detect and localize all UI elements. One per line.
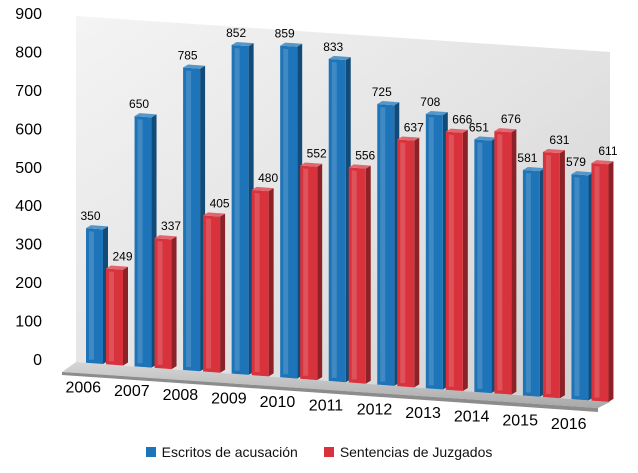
legend-label-escritos: Escritos de acusación [161,444,298,460]
y-tick-100: 100 [15,314,42,331]
x-tick-2013: 2013 [405,405,441,422]
data-label-sentencias-2010: 552 [307,147,327,161]
data-label-sentencias-2011: 556 [355,148,375,162]
bar-sentencias-2007 [154,235,177,370]
x-tick-2007: 2007 [114,383,150,400]
x-tick-2016: 2016 [551,416,587,433]
x-tick-2009: 2009 [211,390,247,407]
bar-escritos-2008 [183,64,206,372]
data-label-escritos-2010: 859 [275,27,295,41]
y-tick-600: 600 [15,121,42,138]
bar-sentencias-2016 [591,160,614,402]
data-label-escritos-2007: 650 [129,97,149,111]
data-label-sentencias-2007: 337 [161,219,181,233]
y-tick-900: 900 [15,6,42,23]
data-label-escritos-2008: 785 [178,49,198,63]
bar-sentencias-2015 [542,148,565,399]
bars-group [86,42,614,402]
data-label-sentencias-2009: 480 [258,171,278,185]
x-tick-2015: 2015 [502,412,538,429]
y-tick-800: 800 [15,44,42,61]
data-label-escritos-2011: 833 [323,40,343,54]
data-label-sentencias-2016: 611 [598,144,617,158]
y-tick-400: 400 [15,198,42,215]
data-label-sentencias-2013: 666 [452,113,472,127]
data-label-sentencias-2008: 405 [210,196,230,210]
bar-escritos-2010 [280,42,303,379]
y-tick-200: 200 [15,275,42,292]
bar-escritos-2006 [86,225,108,365]
data-label-sentencias-2015: 631 [549,133,569,147]
bar-sentencias-2011 [348,164,371,384]
bar-sentencias-2008 [203,212,226,373]
data-label-escritos-2014: 651 [469,120,489,134]
data-label-escritos-2016: 579 [566,155,586,169]
bar-escritos-2012 [377,101,400,386]
bar-escritos-2009 [231,42,254,375]
data-label-sentencias-2006: 249 [112,249,132,263]
chart-floor-edge [62,372,598,412]
y-tick-300: 300 [15,237,42,254]
x-tick-2010: 2010 [260,394,296,411]
bar-escritos-2014 [474,136,497,394]
bar-sentencias-2012 [397,136,420,388]
legend-label-sentencias: Sentencias de Juzgados [339,444,493,460]
y-tick-500: 500 [15,160,42,177]
data-label-escritos-2013: 708 [420,95,440,109]
data-labels: 350 249 650 337 785 405 852 480 859 552 833 556 725 6… [80,26,617,263]
legend-swatch-sentencias [323,447,334,457]
data-label-sentencias-2012: 637 [404,120,424,134]
legend-item-escritos: Escritos de acusación [145,444,298,460]
legend-swatch-escritos [145,447,156,457]
axis-ticks: 0 100 200 300 400 500 600 700 800 900 2006 2007 2008… [15,6,586,433]
chart-floor [62,362,610,408]
y-tick-700: 700 [15,83,42,100]
y-tick-0: 0 [33,352,42,369]
x-tick-2011: 2011 [309,398,344,415]
data-label-escritos-2006: 350 [80,209,100,223]
bar-sentencias-2010 [300,162,323,381]
x-tick-2014: 2014 [454,409,490,426]
bar-escritos-2011 [328,55,351,383]
bar-escritos-2016 [571,171,594,401]
data-label-escritos-2012: 725 [372,85,392,99]
legend-item-sentencias: Sentencias de Juzgados [323,444,493,460]
bar-sentencias-2006 [106,265,128,366]
data-label-escritos-2015: 581 [517,151,537,165]
bar-sentencias-2013 [445,128,468,391]
bar-escritos-2007 [134,113,157,368]
bar-escritos-2015 [522,166,545,397]
bar-sentencias-2014 [494,128,517,395]
x-tick-2008: 2008 [163,387,199,404]
data-label-escritos-2009: 852 [226,26,246,40]
legend: Escritos de acusación Sentencias de Juzg… [0,440,638,464]
data-label-sentencias-2014: 676 [501,112,521,126]
bar-escritos-2013 [425,110,448,390]
bar-sentencias-2009 [251,186,274,377]
x-tick-2006: 2006 [65,380,101,397]
x-tick-2012: 2012 [357,401,393,418]
